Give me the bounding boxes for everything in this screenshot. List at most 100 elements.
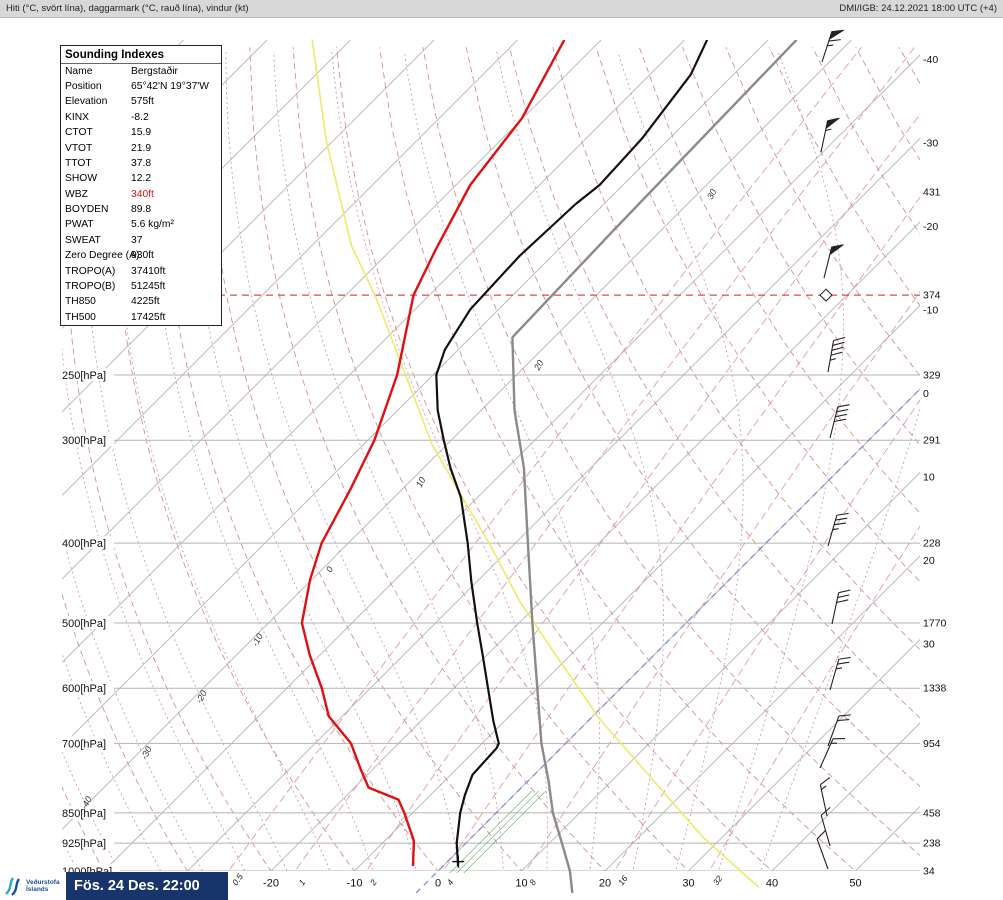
index-value: 4225ft (131, 296, 160, 308)
index-label: SWEAT (65, 234, 101, 246)
index-label: CTOT (65, 127, 93, 139)
isotherm-right-label: 10 (923, 472, 935, 484)
isotherm-right-label: -10 (923, 305, 938, 317)
index-row: TH850 4225ft (61, 295, 221, 310)
temp-axis-label: 40 (766, 878, 778, 890)
pressure-axis-label: 250[hPa] (62, 370, 106, 382)
index-value: 575ft (131, 96, 154, 108)
mixing-ratio-label: 1 (296, 877, 307, 887)
isotherm-right-label: -30 (923, 138, 938, 150)
axis-labels: 250[hPa] 329 300[hPa] 291 400[hPa] 228 500[hPa… (60, 54, 947, 890)
height-label: 34 (923, 866, 935, 878)
index-value: 89.8 (131, 204, 152, 216)
header-legend: Hiti (°C, svört lína), daggarmark (°C, r… (6, 3, 249, 14)
header-bar: Hiti (°C, svört lína), daggarmark (°C, r… (0, 0, 1003, 18)
height-label: 954 (923, 738, 941, 750)
isotherm-right-label: 20 (923, 555, 935, 567)
temperature-curve (435, 40, 709, 867)
indexes-rows: Name Bergstaðir Position 65°42'N 19°37'W Ele… (61, 64, 221, 325)
index-value: Bergstaðir (131, 65, 178, 77)
index-row: TH500 17425ft (61, 310, 221, 325)
height-label: 431 (923, 187, 941, 199)
height-label: 228 (923, 538, 941, 550)
isotherm-right-label: -40 (923, 54, 938, 66)
adiabat-label: 0 (324, 565, 335, 574)
pressure-axis-label: 500[hPa] (62, 618, 106, 630)
index-label: BOYDEN (65, 204, 109, 216)
index-value: 51245ft (131, 280, 166, 292)
index-label: Zero Degree (A) (65, 250, 140, 262)
pressure-axis-label: 400[hPa] (62, 538, 106, 550)
index-row: TROPO(A) 37410ft (61, 264, 221, 279)
index-row: CTOT 15.9 (61, 126, 221, 141)
index-label: Name (65, 65, 93, 77)
index-label: KINX (65, 111, 90, 123)
index-label: TROPO(B) (65, 280, 116, 292)
index-label: TROPO(A) (65, 265, 116, 277)
index-value: 37.8 (131, 157, 152, 169)
height-label: 458 (923, 807, 941, 819)
index-row: BOYDEN 89.8 (61, 202, 221, 217)
temp-axis-label: 50 (849, 878, 861, 890)
footer-bar: Veðurstofa Íslands Fös. 24 Des. 22:00 (0, 872, 228, 900)
temp-axis-label: -10 (347, 878, 363, 890)
dewpoint-curve (300, 40, 566, 867)
index-value: 37410ft (131, 265, 166, 277)
height-label: 1338 (923, 683, 947, 695)
tropopause-marker (819, 288, 833, 302)
index-row: SHOW 12.2 (61, 172, 221, 187)
index-row: Elevation 575ft (61, 95, 221, 110)
index-label: Position (65, 81, 102, 93)
adiabat-label: 20 (531, 358, 545, 372)
index-row: TTOT 37.8 (61, 156, 221, 171)
mixing-ratio-label: 8 (527, 877, 538, 887)
height-label: 1770 (923, 618, 947, 630)
logo-text-line1: Veðurstofa (26, 879, 60, 886)
index-value: 37 (131, 234, 143, 246)
standard-atmosphere-curve (511, 40, 798, 893)
mixing-ratio-label: 2 (367, 877, 379, 888)
sounding-indexes-panel: Sounding Indexes Name Bergstaðir Position 6… (60, 45, 222, 327)
pressure-axis-label: 300[hPa] (62, 435, 106, 447)
logo-mark-icon (5, 877, 21, 896)
index-value: 5.6 kg/m² (131, 219, 174, 231)
index-label: WBZ (65, 188, 88, 200)
index-row: VTOT 21.9 (61, 141, 221, 156)
adiabat-label: 10 (414, 475, 428, 489)
index-row: PWAT 5.6 kg/m² (61, 218, 221, 233)
index-label: Elevation (65, 96, 108, 108)
isotherm-right-label: -20 (923, 221, 938, 233)
index-value: 17425ft (131, 311, 166, 323)
index-label: TH500 (65, 311, 96, 323)
index-row: Zero Degree (A) 930ft (61, 249, 221, 264)
pressure-axis-label: 700[hPa] (62, 738, 106, 750)
index-row: WBZ 340ft (61, 187, 221, 202)
temp-axis-label: 20 (599, 878, 611, 890)
index-value: -8.2 (131, 111, 149, 123)
index-row: Position 65°42'N 19°37'W (61, 79, 221, 94)
background-grid (62, 40, 920, 871)
index-label: PWAT (65, 219, 94, 231)
vedurstofa-logo: Veðurstofa Íslands (0, 872, 66, 900)
index-row: Name Bergstaðir (61, 64, 221, 79)
index-row: KINX -8.2 (61, 110, 221, 125)
index-value: 930ft (131, 250, 154, 262)
height-label: 291 (923, 435, 941, 447)
temp-axis-label: 0 (435, 878, 441, 890)
index-label: SHOW (65, 173, 98, 185)
pressure-axis-label: 600[hPa] (62, 683, 106, 695)
index-row: SWEAT 37 (61, 233, 221, 248)
temp-axis-label: 30 (682, 878, 694, 890)
height-label: 374 (923, 290, 941, 302)
adiabat-label: 30 (705, 187, 719, 201)
index-label: VTOT (65, 142, 93, 154)
index-value: 65°42'N 19°37'W (131, 81, 209, 93)
isotherm-right-label: 0 (923, 388, 929, 400)
index-value: 15.9 (131, 127, 152, 139)
index-value: 21.9 (131, 142, 152, 154)
indexes-title: Sounding Indexes (61, 46, 221, 64)
pressure-axis-label: 850[hPa] (62, 808, 106, 820)
index-value: 340ft (131, 188, 154, 200)
